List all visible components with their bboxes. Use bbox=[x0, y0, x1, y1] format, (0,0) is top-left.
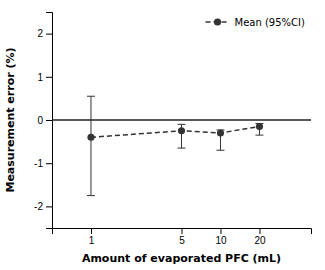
error-bar-cap bbox=[87, 195, 95, 196]
tick-mark bbox=[46, 120, 52, 121]
tick-mark bbox=[259, 228, 260, 234]
marks bbox=[52, 96, 311, 195]
error-bar-cap bbox=[87, 96, 95, 97]
tick-label: 0 bbox=[37, 115, 43, 126]
tick: 1 bbox=[37, 72, 52, 83]
tick-label: -2 bbox=[34, 201, 43, 212]
tick: 2 bbox=[37, 28, 52, 39]
error-bar-cap bbox=[216, 150, 224, 151]
tick: 5 bbox=[179, 228, 185, 246]
tick-mark bbox=[46, 163, 52, 164]
error-bar-cap bbox=[255, 135, 263, 136]
tick: -1 bbox=[34, 158, 52, 169]
marker bbox=[87, 134, 94, 141]
axis-line bbox=[53, 229, 312, 235]
tick: -2 bbox=[34, 201, 52, 212]
marker bbox=[256, 123, 263, 130]
legend: Mean (95%CI) bbox=[206, 17, 305, 28]
tick: 1 bbox=[89, 228, 95, 246]
tick-mark bbox=[182, 228, 183, 234]
tick-label: 2 bbox=[37, 28, 43, 39]
x-axis: 1 5 10 20 bbox=[53, 228, 312, 246]
tick-mark bbox=[46, 77, 52, 78]
tick-mark bbox=[91, 228, 92, 234]
tick-label: -1 bbox=[34, 158, 43, 169]
error-bar-stem bbox=[90, 96, 91, 195]
plot: 1 5 10 20 -2 -1 0 1 2 Mean (95%CI) bbox=[34, 13, 311, 247]
tick-mark bbox=[46, 206, 52, 207]
series bbox=[87, 96, 263, 195]
tick-label: 20 bbox=[254, 235, 266, 246]
legend-marker bbox=[214, 18, 221, 25]
legend-item: Mean (95%CI) bbox=[206, 17, 305, 28]
tick-label: 1 bbox=[89, 235, 95, 246]
tick-mark bbox=[220, 228, 221, 234]
legend-label: Mean (95%CI) bbox=[235, 17, 305, 28]
error-bar-cap bbox=[178, 124, 186, 125]
tick-label: 1 bbox=[37, 72, 43, 83]
error-bar bbox=[216, 130, 224, 150]
error-bar bbox=[255, 123, 263, 135]
marker bbox=[217, 129, 224, 136]
tick: 10 bbox=[215, 228, 227, 246]
tick-mark bbox=[46, 34, 52, 35]
axis-line bbox=[46, 13, 53, 229]
tick-label: 10 bbox=[215, 235, 227, 246]
error-bar-cap bbox=[178, 148, 186, 149]
y-axis-title: Measurement error (%) bbox=[4, 47, 17, 192]
x-axis-title: Amount of evaporated PFC (mL) bbox=[82, 252, 281, 265]
tick-label: 5 bbox=[179, 235, 185, 246]
tick: 0 bbox=[37, 115, 52, 126]
chart: 1 5 10 20 -2 -1 0 1 2 Mean (95%CI) Amount of evapo… bbox=[0, 0, 325, 270]
line bbox=[91, 126, 259, 137]
y-axis: -2 -1 0 1 2 bbox=[34, 13, 52, 229]
tick: 20 bbox=[254, 228, 266, 246]
error-bar bbox=[178, 124, 186, 148]
marker bbox=[178, 127, 185, 134]
error-bar bbox=[87, 96, 95, 195]
